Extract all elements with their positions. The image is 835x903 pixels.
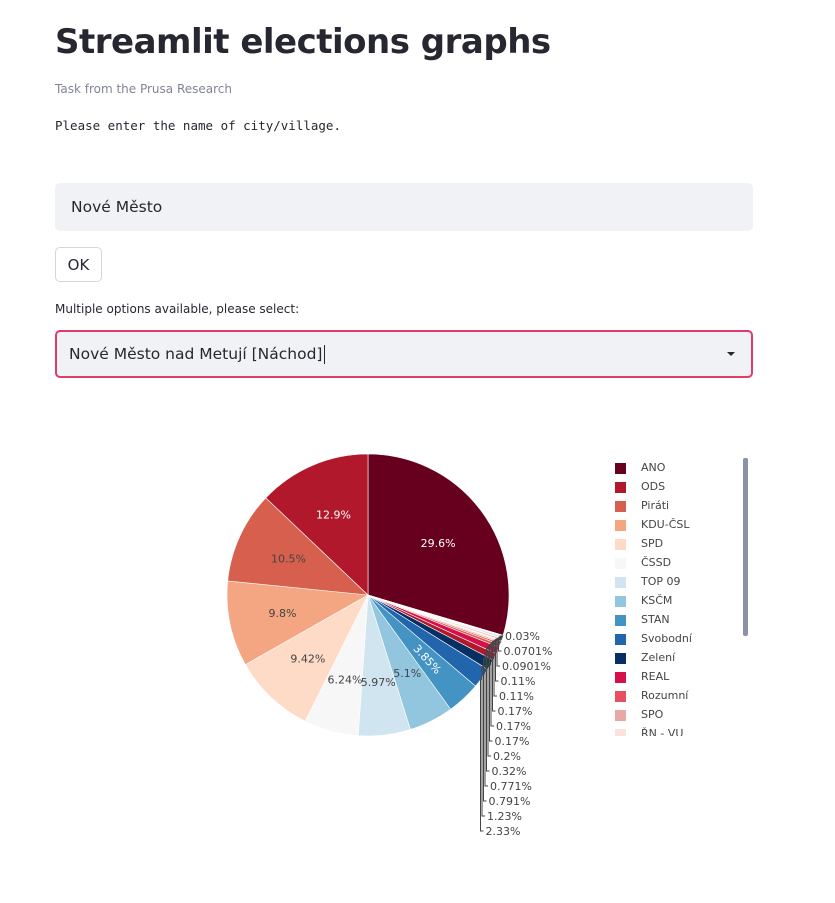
- legend-swatch: [615, 520, 626, 531]
- slice-label: 0.0701%: [504, 645, 553, 658]
- callout-line: [496, 636, 503, 667]
- legend-label: KSČM: [641, 594, 673, 607]
- legend-swatch: [615, 691, 626, 702]
- legend-item[interactable]: ŘN - VU: [607, 725, 737, 736]
- callout-line: [490, 640, 502, 727]
- callout-line: [483, 656, 495, 802]
- slice-label: 9.8%: [268, 607, 296, 620]
- slice-label: 6.24%: [328, 673, 363, 686]
- callout-line: [487, 643, 501, 757]
- slice-label: 0.17%: [495, 735, 530, 748]
- select-value: Nové Město nad Metují [Náchod]: [69, 345, 323, 363]
- slice-label: 0.2%: [493, 750, 521, 763]
- pie-slice[interactable]: [244, 594, 369, 722]
- slice-label: 0.03%: [505, 630, 540, 643]
- legend-item[interactable]: STAN: [607, 611, 737, 630]
- city-input-value: Nové Město: [71, 198, 163, 216]
- legend-item[interactable]: Rozumní: [607, 687, 737, 706]
- legend-label: Svobodní: [641, 632, 692, 645]
- chevron-down-icon[interactable]: [727, 352, 735, 356]
- slice-label: 0.11%: [501, 675, 536, 688]
- legend-label: Rozumní: [641, 689, 689, 702]
- legend-label: STAN: [641, 613, 670, 626]
- text-caret: [324, 344, 326, 364]
- callout-line: [480, 677, 484, 832]
- legend-label: TOP 09: [641, 575, 681, 588]
- legend-swatch: [615, 596, 626, 607]
- slice-label: 0.17%: [496, 720, 531, 733]
- pie-slice[interactable]: [367, 453, 510, 636]
- legend-item[interactable]: REAL: [607, 668, 737, 687]
- slice-label: 0.17%: [498, 705, 533, 718]
- slice-label: 29.6%: [421, 537, 456, 550]
- legend-item[interactable]: KDU-ČSL: [607, 516, 737, 535]
- legend-label: ANO: [641, 461, 666, 474]
- legend-swatch: [615, 615, 626, 626]
- page-title: Streamlit elections graphs: [55, 22, 551, 62]
- legend-swatch: [615, 729, 626, 736]
- select-label: Multiple options available, please selec…: [55, 302, 300, 316]
- legend-swatch: [615, 653, 626, 664]
- page-subtitle: Task from the Prusa Research: [55, 82, 232, 96]
- legend-swatch: [615, 482, 626, 493]
- legend-swatch: [615, 672, 626, 683]
- legend-item[interactable]: SPO: [607, 706, 737, 725]
- legend-swatch: [615, 558, 626, 569]
- municipality-select[interactable]: Nové Město nad Metují [Náchod]: [55, 330, 753, 378]
- legend-scrollbar[interactable]: [743, 458, 748, 636]
- callout-line: [492, 639, 502, 712]
- pie-slice[interactable]: [265, 453, 369, 596]
- slice-label: 1.23%: [487, 810, 522, 823]
- callout-line: [495, 636, 503, 682]
- chart-legend: ANO ODS Piráti KDU-ČSL SPD ČSSD TOP 09 KSČM STAN…: [607, 459, 737, 736]
- legend-label: ŘN - VU: [641, 727, 684, 736]
- legend-item[interactable]: Piráti: [607, 497, 737, 516]
- legend-item[interactable]: KSČM: [607, 592, 737, 611]
- legend-swatch: [615, 463, 626, 474]
- legend-item[interactable]: SPD: [607, 535, 737, 554]
- slice-label: 9.42%: [290, 652, 325, 665]
- city-input[interactable]: Nové Město: [55, 183, 753, 231]
- slice-label: 2.33%: [486, 825, 521, 838]
- slice-label: 12.9%: [316, 509, 351, 522]
- legend-label: REAL: [641, 670, 670, 683]
- legend-item[interactable]: Svobodní: [607, 630, 737, 649]
- slice-label: 10.5%: [271, 553, 306, 566]
- legend-label: ODS: [641, 480, 666, 493]
- callout-line: [481, 664, 491, 817]
- callout-line: [493, 637, 503, 697]
- legend-label: Piráti: [641, 499, 670, 512]
- slice-label: 0.791%: [489, 795, 531, 808]
- callout-line: [484, 650, 498, 787]
- city-prompt: Please enter the name of city/village.: [55, 118, 341, 133]
- legend-item[interactable]: ODS: [607, 478, 737, 497]
- legend-item[interactable]: ČSSD: [607, 554, 737, 573]
- legend-item[interactable]: TOP 09: [607, 573, 737, 592]
- slice-label: 0.32%: [492, 765, 527, 778]
- pie-chart: 29.6%3.85%5.1%5.97%6.24%9.42%9.8%10.5%12…: [226, 453, 553, 838]
- pie-slice[interactable]: [227, 497, 369, 596]
- legend-swatch: [615, 539, 626, 550]
- legend-label: KDU-ČSL: [641, 518, 690, 531]
- legend-label: ČSSD: [641, 556, 672, 569]
- slice-label: 5.1%: [393, 667, 421, 680]
- callout-line: [486, 645, 500, 772]
- legend-swatch: [615, 710, 626, 721]
- legend-item[interactable]: Zelení: [607, 649, 737, 668]
- slice-label: 0.0901%: [502, 660, 551, 673]
- ok-button[interactable]: OK: [55, 247, 102, 282]
- legend-swatch: [615, 501, 626, 512]
- callout-line: [489, 641, 501, 742]
- legend-swatch: [615, 577, 626, 588]
- legend-label: SPO: [641, 708, 664, 721]
- legend-label: SPD: [641, 537, 664, 550]
- slice-label: 0.771%: [490, 780, 532, 793]
- slice-label: 5.97%: [361, 676, 396, 689]
- legend-swatch: [615, 634, 626, 645]
- legend-label: Zelení: [641, 651, 676, 664]
- pie-slice[interactable]: [226, 580, 369, 666]
- legend-item[interactable]: ANO: [607, 459, 737, 478]
- slice-label: 0.11%: [499, 690, 534, 703]
